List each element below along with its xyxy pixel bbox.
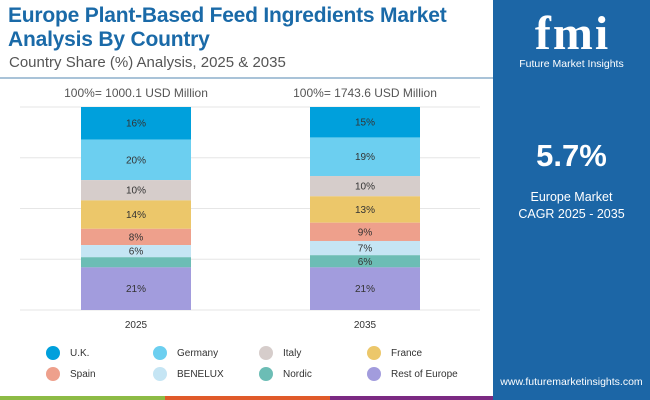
data-label: 21%: [126, 284, 146, 295]
divider: [0, 77, 493, 79]
legend-label: Nordic: [283, 368, 312, 380]
data-label: 13%: [355, 205, 375, 216]
legend-item-nordic: Nordic: [259, 367, 312, 381]
data-label: 15%: [355, 118, 375, 129]
data-label: 9%: [358, 227, 373, 238]
legend-label: France: [391, 347, 423, 359]
chart-title: Europe Plant-Based Feed Ingredients Mark…: [8, 4, 447, 51]
brand-name: Future Market Insights: [519, 58, 624, 70]
legend-item-spain: Spain: [46, 367, 96, 381]
legend-label: Spain: [70, 368, 96, 380]
data-label: 10%: [355, 182, 375, 193]
footer-stripe-purple: [330, 396, 493, 400]
bar-segment-nordic-2025: [81, 257, 191, 268]
data-label: 19%: [355, 152, 375, 163]
bar-segment-germany-2035: [310, 137, 420, 177]
legend-swatch: [367, 367, 381, 381]
bar-segment-benelux-2035: [310, 240, 420, 256]
bar-segment-u-k--2025: [81, 107, 191, 140]
total-2035: 100%= 1743.6 USD Million: [293, 86, 437, 100]
bar-segment-u-k--2035: [310, 107, 420, 138]
bar-segment-rest-of-europe-2025: [81, 267, 191, 310]
legend-swatch: [153, 367, 167, 381]
legend-item-france: France: [367, 346, 422, 360]
brand-panel: fmi Future Market Insights 5.7% Europe M…: [493, 0, 650, 400]
data-label: 6%: [129, 247, 144, 258]
legend-swatch: [259, 346, 273, 360]
chart-subtitle: Country Share (%) Analysis, 2025 & 2035: [9, 54, 286, 71]
website-link[interactable]: www.futuremarketinsights.com: [500, 376, 643, 388]
legend-swatch: [367, 346, 381, 360]
legend-swatch: [46, 367, 60, 381]
cagr-period: CAGR 2025 - 2035: [518, 207, 625, 221]
bar-segment-benelux-2025: [81, 245, 191, 258]
data-label: 10%: [126, 186, 146, 197]
legend-item-benelux: BENELUX: [153, 367, 224, 381]
footer-stripe-green: [0, 396, 165, 400]
total-2025: 100%= 1000.1 USD Million: [64, 86, 208, 100]
data-label: 20%: [126, 155, 146, 166]
bar-segment-germany-2025: [81, 139, 191, 181]
stacked-bar-chart: 16% 20% 10% 14% 8% 6% 21% 2025 15% 19% 10% 13% 9% 7% 6…: [20, 106, 480, 331]
data-label: 14%: [126, 210, 146, 221]
data-label: 7%: [358, 244, 373, 255]
fmi-logo: fmi: [534, 7, 611, 60]
legend-item-rest-of-europe: Rest of Europe: [367, 367, 458, 381]
cagr-value: 5.7%: [536, 138, 607, 173]
bar-segment-italy-2035: [310, 176, 420, 197]
legend-item-u-k-: U.K.: [46, 346, 89, 360]
data-label: 6%: [358, 257, 373, 268]
bar-segment-rest-of-europe-2035: [310, 267, 420, 310]
legend-swatch: [153, 346, 167, 360]
cagr-label: Europe Market: [530, 190, 613, 204]
legend-label: Germany: [177, 347, 219, 359]
legend-label: Italy: [283, 347, 302, 359]
x-tick-label: 2025: [125, 320, 148, 331]
bar-segment-france-2035: [310, 196, 420, 223]
footer-stripe-orange: [165, 396, 330, 400]
x-tick-label: 2035: [354, 320, 377, 331]
data-label: 8%: [129, 232, 144, 243]
legend-label: Rest of Europe: [391, 368, 458, 380]
legend-label: U.K.: [70, 347, 90, 359]
bar-segment-france-2025: [81, 200, 191, 229]
bar-segment-nordic-2035: [310, 255, 420, 268]
bar-segment-italy-2025: [81, 180, 191, 201]
legend-swatch: [46, 346, 60, 360]
bar-segment-spain-2035: [310, 222, 420, 241]
data-label: 21%: [355, 284, 375, 295]
bar-segment-spain-2025: [81, 228, 191, 246]
data-label: 16%: [126, 119, 146, 130]
legend-item-italy: Italy: [259, 346, 301, 360]
legend-label: BENELUX: [177, 368, 224, 380]
legend-swatch: [259, 367, 273, 381]
legend-item-germany: Germany: [153, 346, 218, 360]
